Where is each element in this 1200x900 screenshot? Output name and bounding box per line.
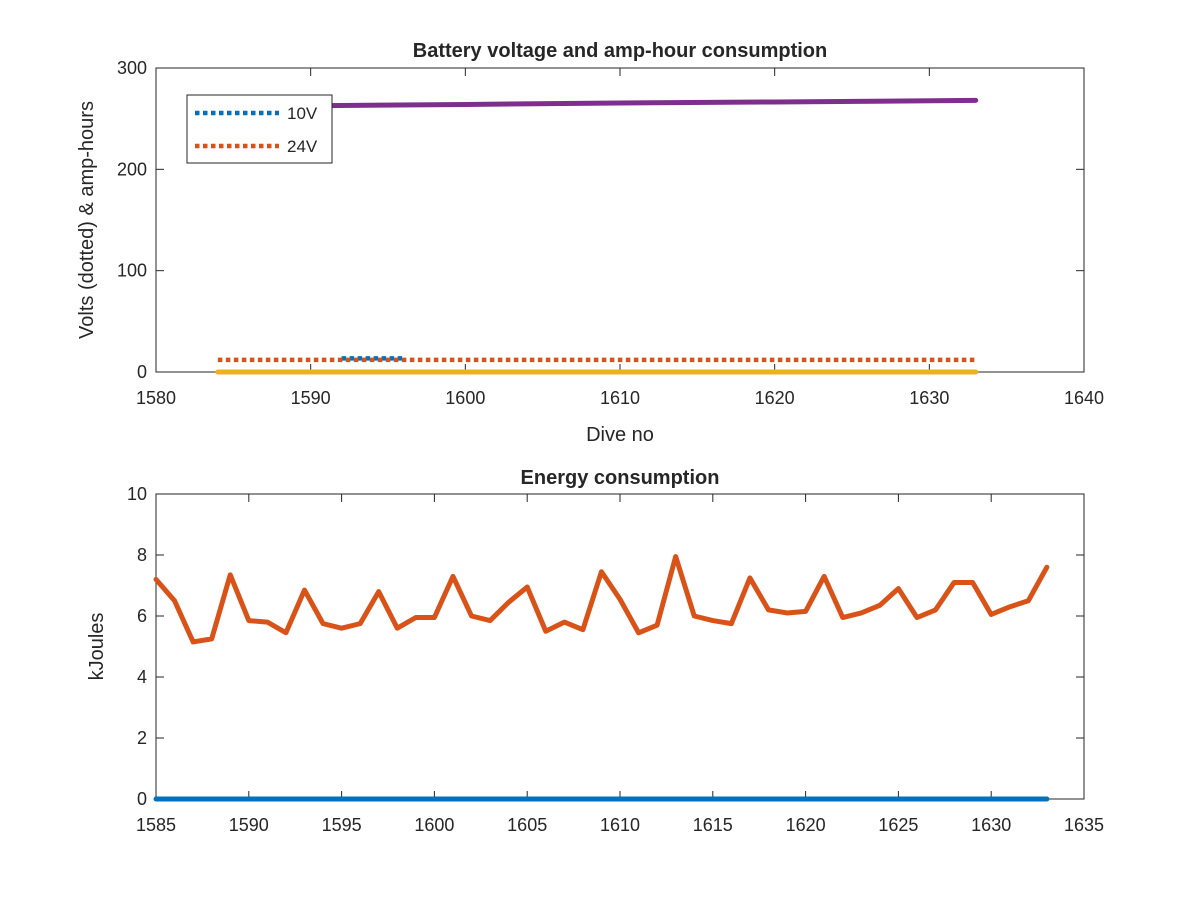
x-tick-label: 1610	[600, 388, 640, 408]
legend-label-10v: 10V	[287, 104, 318, 123]
series-line	[153, 554, 1050, 645]
y-tick-label: 6	[137, 606, 147, 626]
y-tick-label: 4	[137, 667, 147, 687]
y-tick-label: 200	[117, 159, 147, 179]
y-axis-label: Volts (dotted) & amp-hours	[76, 101, 98, 339]
x-tick-label: 1585	[136, 815, 176, 835]
x-tick-label: 1590	[229, 815, 269, 835]
x-tick-label: 1610	[600, 815, 640, 835]
x-tick-label: 1640	[1064, 388, 1104, 408]
x-tick-label: 1615	[693, 815, 733, 835]
y-tick-label: 300	[117, 58, 147, 78]
x-tick-label: 1590	[291, 388, 331, 408]
x-tick-label: 1600	[445, 388, 485, 408]
voltage-amphour-chart: 1580 1590 1600 1610 1620 1630 1640 0 100 200 300 Ba…	[76, 40, 1104, 446]
x-tick-label: 1630	[971, 815, 1011, 835]
x-tick-label: 1620	[786, 815, 826, 835]
x-tick-label: 1630	[909, 388, 949, 408]
y-tick-label: 100	[117, 261, 147, 281]
chart-title: Energy consumption	[521, 467, 720, 489]
y-tick-label: 0	[137, 362, 147, 382]
y-tick-label: 8	[137, 545, 147, 565]
y-tick-label: 0	[137, 789, 147, 809]
x-tick-label: 1600	[414, 815, 454, 835]
x-tick-label: 1625	[878, 815, 918, 835]
x-tick-label: 1635	[1064, 815, 1104, 835]
x-tick-label: 1595	[322, 815, 362, 835]
x-tick-label: 1605	[507, 815, 547, 835]
y-axis-label: kJoules	[86, 613, 108, 681]
chart-title: Battery voltage and amp-hour consumption	[413, 40, 827, 62]
axes-box	[155, 493, 1085, 800]
legend-box	[186, 94, 333, 164]
y-tick-label: 10	[127, 484, 147, 504]
energy-consumption-chart: 1585 1590 1595 1600 1605 1610 1615 1620 1625 1630…	[86, 467, 1104, 835]
x-axis-label: Dive no	[586, 424, 654, 446]
series-line	[215, 97, 979, 110]
legend: 10V 24V	[186, 94, 333, 164]
legend-label-24v: 24V	[287, 137, 318, 156]
y-tick-label: 2	[137, 728, 147, 748]
x-tick-label: 1620	[755, 388, 795, 408]
x-tick-label: 1580	[136, 388, 176, 408]
